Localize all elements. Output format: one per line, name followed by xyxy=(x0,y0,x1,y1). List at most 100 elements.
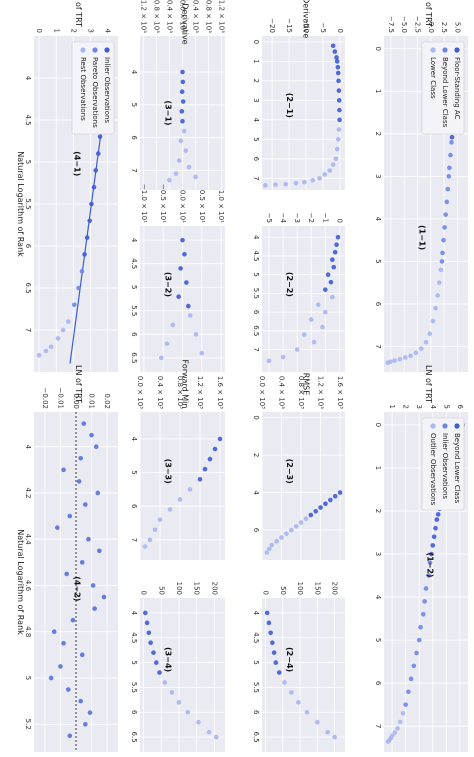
y-tick-label: 4 xyxy=(429,405,437,410)
x-tick-label: 6 xyxy=(252,157,260,162)
data-point xyxy=(431,534,437,540)
x-tick-label: 4 xyxy=(24,76,32,81)
x-tick-label: 6 xyxy=(130,710,138,715)
y-tick-label: 0.0 × 10³ xyxy=(258,376,266,409)
data-point xyxy=(167,177,172,183)
y-tick-label: 0 xyxy=(35,29,43,33)
data-point xyxy=(169,690,175,695)
data-point xyxy=(89,432,94,438)
chart-p11: 0 1 2 3 4 5 6 7 −7.5 −5.0 −2.5 0.0 2.5 5.0 LN of TRT (1… xyxy=(374,0,468,372)
y-tick-label: 1.0 × 10¹ xyxy=(217,190,225,223)
data-point xyxy=(196,719,201,725)
legend-entry: Inlier Observations xyxy=(103,57,111,123)
data-point xyxy=(336,98,342,103)
x-tick-label: 4.5 xyxy=(130,632,138,643)
data-point xyxy=(282,680,287,685)
y-tick-label: 0.00 xyxy=(72,393,80,409)
x-tick-label: 6.5 xyxy=(24,282,32,293)
data-point xyxy=(448,152,453,158)
x-tick-label: 6 xyxy=(130,504,138,509)
chart-p34: 4 4.5 5 5.5 6 6.5 0 50 100 150 200 (3−4) xyxy=(130,582,225,752)
y-tick-label: 100 xyxy=(175,582,183,595)
x-tick-label: 5.5 xyxy=(252,288,260,299)
data-point xyxy=(330,162,336,167)
data-point xyxy=(430,543,436,548)
data-point xyxy=(332,494,338,499)
data-point xyxy=(180,79,186,85)
panel-label: (2−4) xyxy=(285,647,294,672)
data-point xyxy=(202,466,208,472)
x-tick-label: 6.5 xyxy=(130,352,138,363)
data-point xyxy=(180,99,186,104)
x-tick-label: 5.5 xyxy=(252,682,260,693)
panel-label: (1−1) xyxy=(417,225,426,250)
data-point xyxy=(193,332,199,337)
data-point xyxy=(187,487,193,492)
data-point xyxy=(320,324,325,330)
data-point xyxy=(337,117,342,123)
panel-label: (1−2) xyxy=(426,552,435,577)
x-tick-label: 5.5 xyxy=(24,198,32,209)
y-axis-label: LN of TRT xyxy=(74,365,83,403)
data-point xyxy=(43,348,49,354)
data-point xyxy=(55,525,60,530)
x-tick-label: 4 xyxy=(252,118,260,123)
data-point xyxy=(418,346,424,351)
data-point xyxy=(328,497,333,503)
data-point xyxy=(439,259,445,264)
data-point xyxy=(170,322,176,328)
x-tick-label: 4.5 xyxy=(130,258,138,269)
data-point xyxy=(330,294,335,300)
data-point xyxy=(60,327,66,333)
data-point xyxy=(397,719,403,725)
data-point xyxy=(182,251,187,257)
x-tick-label: 0 xyxy=(374,47,382,51)
data-point xyxy=(334,242,339,248)
y-tick-label: 2 xyxy=(69,29,77,33)
legend-marker xyxy=(80,47,86,53)
chart-p24: 4 4.5 5 5.5 6 6.5 0 50 100 150 200 (2−4) xyxy=(252,582,345,752)
data-point xyxy=(302,179,307,185)
legend xyxy=(421,417,465,511)
y-tick-label: −10 xyxy=(302,18,310,33)
data-point xyxy=(268,630,273,636)
data-point xyxy=(327,168,333,173)
y-tick-label: 0 xyxy=(335,219,343,223)
data-point xyxy=(76,285,81,291)
data-point xyxy=(78,455,83,461)
data-point xyxy=(180,118,185,124)
data-point xyxy=(95,151,101,156)
data-point xyxy=(298,520,304,525)
x-tick-label: 4.2 xyxy=(24,487,32,498)
legend-entry: Rest Observations xyxy=(79,57,87,121)
y-tick-label: 0 xyxy=(261,591,269,595)
x-tick-label: 4.4 xyxy=(24,534,32,546)
panel-label: (3−1) xyxy=(164,100,173,125)
data-point xyxy=(83,502,88,507)
y-tick-label: 1.2 × 10³ xyxy=(317,376,325,409)
data-point xyxy=(87,710,93,715)
data-point xyxy=(82,252,87,257)
data-point xyxy=(296,700,301,705)
y-tick-label: −0.01 xyxy=(56,388,64,409)
y-tick-label: −1.0 × 10¹ xyxy=(140,184,148,223)
data-point xyxy=(152,527,158,533)
y-tick-label: 0.4 × 10³ xyxy=(156,376,164,409)
data-point xyxy=(95,490,101,496)
data-point xyxy=(153,660,159,665)
data-point xyxy=(336,127,342,132)
data-point xyxy=(197,476,203,482)
data-point xyxy=(332,49,338,54)
data-point xyxy=(429,551,434,557)
panel-label: (2−3) xyxy=(285,459,294,484)
x-tick-label: 6 xyxy=(130,135,138,140)
y-tick-label: −20 xyxy=(268,18,276,33)
legend xyxy=(71,41,115,135)
legend-entry: Outlier Observations xyxy=(429,433,437,506)
y-tick-label: −5 xyxy=(265,213,273,223)
y-tick-label: 0.0 × 10¹ xyxy=(179,190,187,223)
data-point xyxy=(435,293,440,298)
y-tick-label: −2.5 xyxy=(413,16,421,33)
data-point xyxy=(157,670,162,675)
y-tick-label: 200 xyxy=(210,582,218,595)
